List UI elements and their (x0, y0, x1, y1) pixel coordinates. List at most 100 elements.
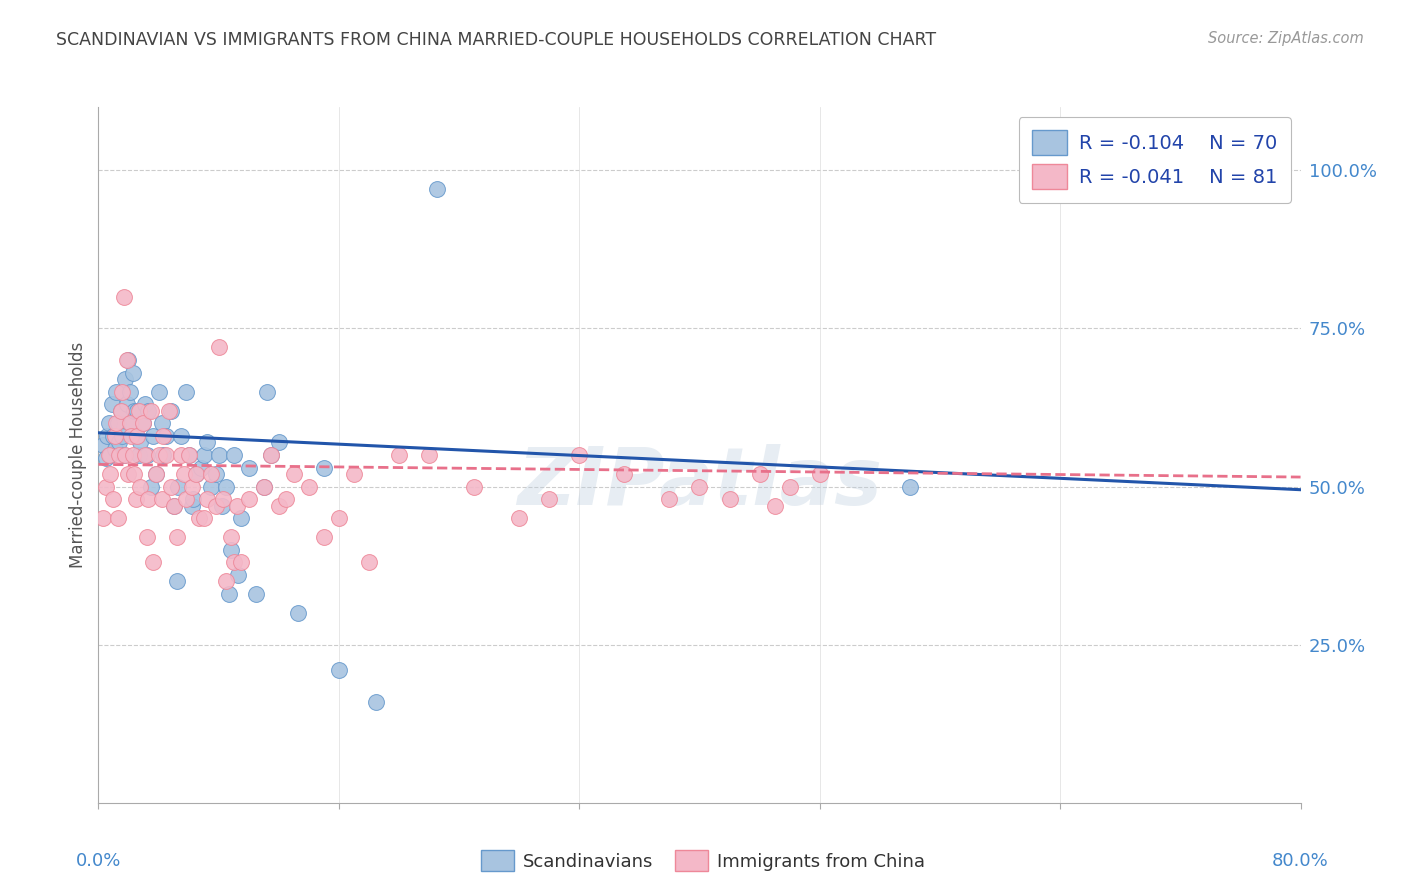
Point (204, 467, 226, 481)
Point (159, 403, 181, 417)
Point (132, 417, 155, 431)
Point (145, 467, 167, 481)
Point (135, 448, 157, 462)
Point (129, 479, 152, 493)
Point (136, 492, 159, 507)
Legend: R = -0.104    N = 70, R = -0.041    N = 81: R = -0.104 N = 70, R = -0.041 N = 81 (1018, 117, 1291, 202)
Point (127, 429, 149, 443)
Point (267, 499, 290, 513)
Point (125, 429, 148, 443)
Point (127, 403, 149, 417)
Point (200, 467, 222, 481)
Point (231, 511, 253, 525)
Point (152, 448, 174, 462)
Point (150, 492, 173, 507)
Point (124, 467, 146, 481)
Point (267, 435, 290, 450)
Text: ZIPatlas: ZIPatlas (517, 443, 882, 522)
Point (129, 435, 152, 450)
Point (219, 542, 242, 557)
Point (117, 467, 139, 481)
Point (312, 530, 335, 544)
Point (121, 417, 143, 431)
Point (180, 479, 202, 493)
Point (184, 467, 207, 481)
Point (155, 429, 177, 443)
Point (748, 467, 770, 481)
Point (181, 492, 204, 507)
Point (157, 403, 180, 417)
Point (222, 556, 245, 570)
Point (112, 290, 135, 304)
Point (162, 499, 184, 513)
Point (226, 568, 249, 582)
Point (111, 384, 134, 399)
Point (104, 429, 127, 443)
Point (328, 511, 350, 525)
Point (141, 429, 163, 443)
Point (177, 448, 200, 462)
Point (167, 479, 190, 493)
Point (208, 448, 231, 462)
Point (135, 530, 157, 544)
Y-axis label: Married-couple Households: Married-couple Households (69, 342, 87, 568)
Point (110, 403, 132, 417)
Text: SCANDINAVIAN VS IMMIGRANTS FROM CHINA MARRIED-COUPLE HOUSEHOLDS CORRELATION CHAR: SCANDINAVIAN VS IMMIGRANTS FROM CHINA MA… (56, 31, 936, 49)
Point (122, 366, 145, 380)
Point (128, 403, 150, 417)
Point (107, 511, 129, 525)
Point (215, 479, 238, 493)
Point (253, 479, 276, 493)
Point (121, 429, 143, 443)
Point (139, 403, 162, 417)
Point (111, 429, 134, 443)
Point (211, 499, 233, 513)
Point (204, 499, 226, 513)
Point (808, 467, 831, 481)
Point (124, 403, 146, 417)
Point (195, 492, 218, 507)
Point (193, 448, 215, 462)
Point (91, 438, 114, 452)
Point (245, 587, 267, 601)
Point (166, 530, 188, 544)
Point (101, 397, 124, 411)
Point (105, 384, 128, 399)
Point (132, 417, 155, 431)
Point (260, 448, 283, 462)
Point (256, 384, 278, 399)
Point (538, 492, 561, 507)
Point (298, 479, 321, 493)
Point (779, 479, 801, 493)
Point (112, 448, 135, 462)
Point (177, 448, 200, 462)
Point (195, 435, 218, 450)
Point (145, 467, 167, 481)
Text: Source: ZipAtlas.com: Source: ZipAtlas.com (1208, 31, 1364, 46)
Point (108, 435, 131, 450)
Point (122, 448, 145, 462)
Point (508, 511, 530, 525)
Point (190, 460, 212, 475)
Point (107, 417, 129, 431)
Point (388, 448, 411, 462)
Point (97, 448, 120, 462)
Point (104, 442, 127, 456)
Point (219, 530, 242, 544)
Point (117, 353, 139, 368)
Point (141, 556, 163, 570)
Point (97, 417, 120, 431)
Point (188, 511, 211, 525)
Point (96, 429, 118, 443)
Point (568, 448, 591, 462)
Text: 80.0%: 80.0% (1272, 852, 1329, 870)
Point (173, 467, 195, 481)
Point (212, 492, 235, 507)
Point (94, 479, 117, 493)
Point (180, 499, 202, 513)
Point (100, 467, 122, 481)
Point (425, 182, 447, 196)
Point (155, 448, 177, 462)
Point (200, 479, 222, 493)
Point (139, 479, 162, 493)
